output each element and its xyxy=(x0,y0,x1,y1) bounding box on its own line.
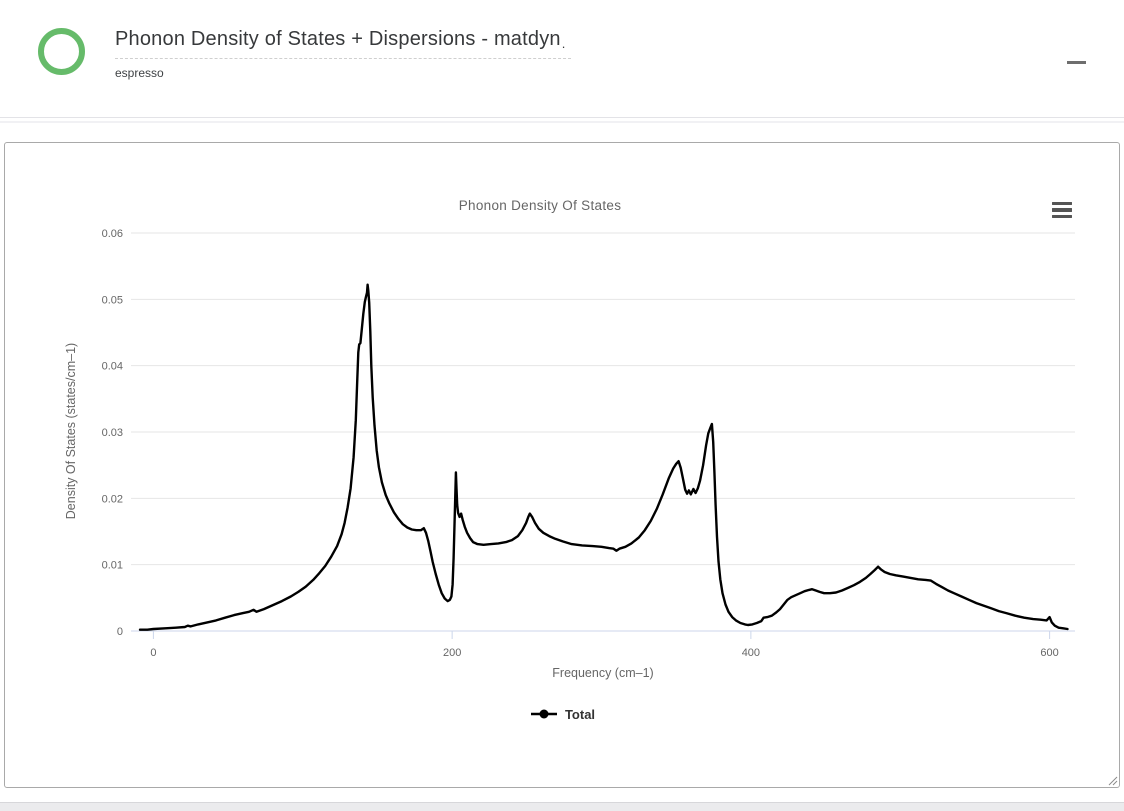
y-tick-label: 0.05 xyxy=(102,294,123,306)
editable-title-row[interactable]: Phonon Density of States + Dispersions -… xyxy=(115,28,572,59)
y-tick-label: 0.06 xyxy=(102,228,123,240)
legend-marker-icon xyxy=(530,709,557,719)
chart-title: Phonon Density Of States xyxy=(458,198,622,213)
dos-curve xyxy=(138,283,1069,631)
y-axis-title: Density Of States (states/cm–1) xyxy=(64,342,78,520)
bottom-strip xyxy=(0,802,1124,811)
x-tick-label: 0 xyxy=(150,647,156,659)
app-logo-ring-icon xyxy=(38,28,85,75)
hamburger-icon xyxy=(1052,201,1072,206)
resize-handle-icon[interactable] xyxy=(1106,774,1118,786)
title-cursor-dot: . xyxy=(561,36,566,51)
x-tick-label: 600 xyxy=(1040,647,1058,659)
chart-panel: 0 0.01 0.02 0.03 0.04 0.05 0.06 0 200 400 600 Phon… xyxy=(4,142,1120,788)
minimize-icon xyxy=(1066,60,1086,64)
x-tick-label: 200 xyxy=(443,647,461,659)
y-tick-label: 0 xyxy=(117,626,123,638)
app-header: Phonon Density of States + Dispersions -… xyxy=(0,0,1124,118)
app-title: Phonon Density of States + Dispersions -… xyxy=(115,28,561,50)
legend-item-total[interactable]: Total xyxy=(5,704,1119,724)
chart-context-menu-button[interactable] xyxy=(1048,197,1076,223)
app-subtitle: espresso xyxy=(115,66,164,80)
y-tick-label: 0.03 xyxy=(102,427,123,439)
x-tick-label: 400 xyxy=(742,647,760,659)
title-block: Phonon Density of States + Dispersions -… xyxy=(115,28,572,80)
header-divider xyxy=(0,121,1124,123)
dos-chart: 0 0.01 0.02 0.03 0.04 0.05 0.06 0 200 400 600 xyxy=(102,228,1075,659)
y-tick-label: 0.01 xyxy=(102,560,123,572)
x-axis-title: Frequency (cm–1) xyxy=(552,666,654,680)
minimize-button[interactable] xyxy=(1058,50,1094,74)
legend-label: Total xyxy=(564,706,596,722)
y-tick-label: 0.04 xyxy=(102,361,123,373)
y-tick-label: 0.02 xyxy=(102,493,123,505)
